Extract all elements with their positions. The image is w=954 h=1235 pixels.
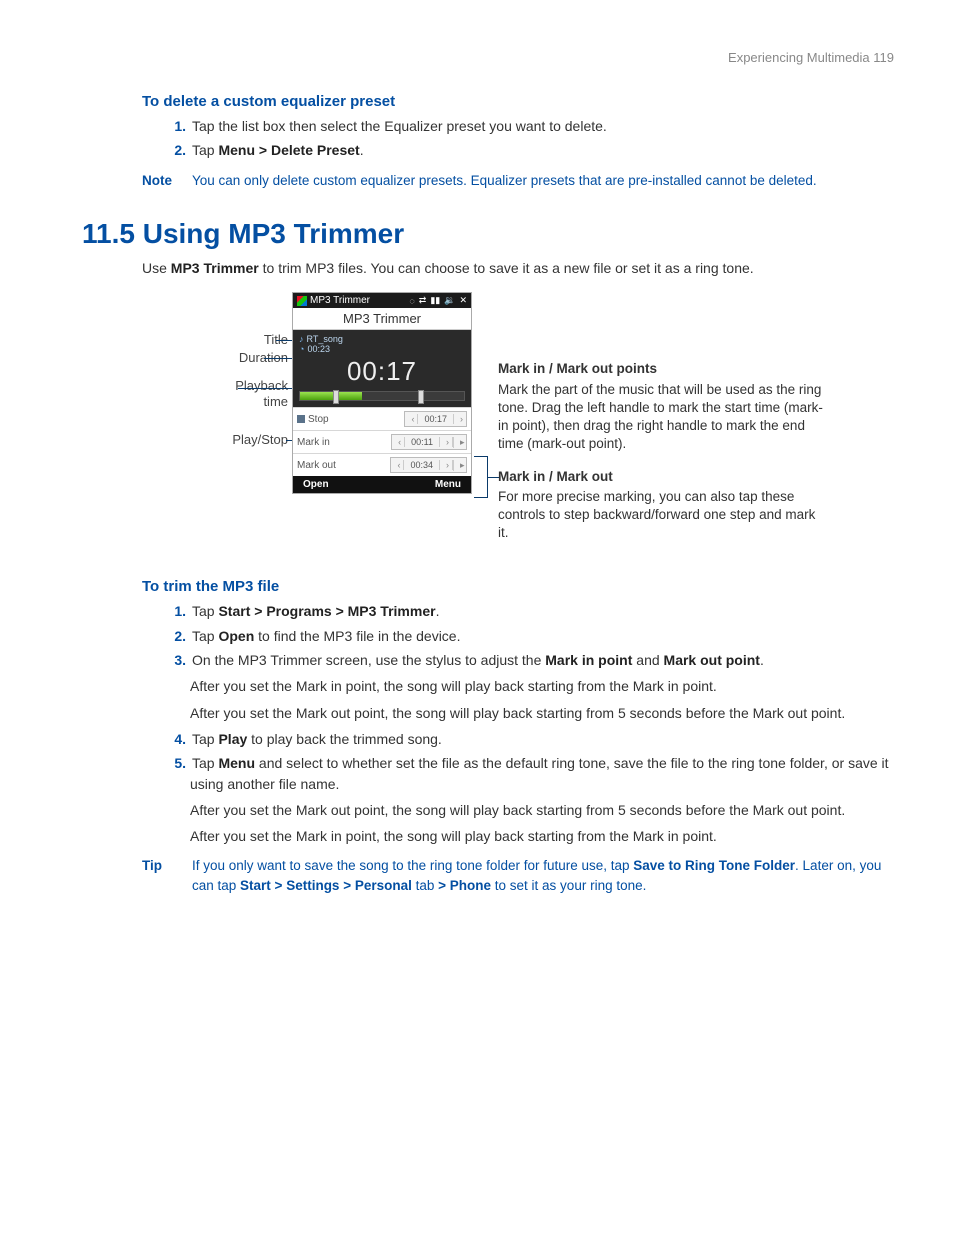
step-number: 3.: [166, 650, 186, 670]
headphones-icon: ◌: [409, 296, 414, 306]
playback-time: 00:17: [299, 356, 465, 387]
annot-body: Mark the part of the music that will be …: [498, 381, 828, 454]
chevron-right-icon[interactable]: ›: [439, 460, 453, 470]
step-text: Tap Open to find the MP3 file in the dev…: [192, 628, 460, 644]
list-item: 2.Tap Menu > Delete Preset.: [190, 140, 894, 160]
step-text: Tap Play to play back the trimmed song.: [192, 731, 442, 747]
annot-title: Mark in / Mark out: [498, 468, 828, 486]
phone-screenshot: MP3 Trimmer ◌ ⇄ ▮▮ 🔉 ✕ MP3 Trimmer ♪RT_s…: [292, 292, 472, 494]
annot-markcontrols: Mark in / Mark out For more precise mark…: [498, 468, 828, 543]
list-item: 5.Tap Menu and select to whether set the…: [190, 753, 894, 794]
step-text: On the MP3 Trimmer screen, use the stylu…: [192, 652, 764, 668]
step-number: 2.: [166, 626, 186, 646]
delete-preset-heading: To delete a custom equalizer preset: [142, 93, 894, 110]
figure: Title Duration Playback time Play/Stop M…: [82, 292, 894, 556]
list-item: 2.Tap Open to find the MP3 file in the d…: [190, 626, 894, 646]
mark-out-handle[interactable]: [418, 390, 424, 404]
sync-icon: ⇄: [419, 295, 427, 306]
soft-key-bar: Open Menu: [293, 476, 471, 493]
markin-time: 00:11: [405, 437, 439, 447]
markout-time: 00:34: [404, 460, 439, 470]
set-mark-icon[interactable]: ▸: [453, 460, 466, 471]
note-label: Note: [142, 171, 184, 191]
annot-markpoints: Mark in / Mark out points Mark the part …: [498, 360, 828, 453]
chevron-left-icon[interactable]: ‹: [391, 460, 404, 470]
step-number: 5.: [166, 753, 186, 773]
callout-playback: Playback: [235, 378, 288, 393]
playstop-row: Stop ‹00:17›: [293, 407, 471, 430]
step-text: Tap Menu > Delete Preset.: [192, 142, 364, 158]
callout-time: time: [263, 394, 288, 409]
note-row: Note You can only delete custom equalize…: [142, 171, 894, 191]
step-number: 1.: [166, 116, 186, 136]
clock-icon: ◔: [299, 344, 304, 354]
start-flag-icon: [297, 296, 307, 306]
list-item: 1.Tap the list box then select the Equal…: [190, 116, 894, 136]
list-item: 1.Tap Start > Programs > MP3 Trimmer.: [190, 601, 894, 621]
seek-fill: [300, 392, 362, 400]
step-number: 2.: [166, 140, 186, 160]
step-number: 1.: [166, 601, 186, 621]
left-callouts: Title Duration Playback time Play/Stop: [82, 292, 292, 522]
status-bar: MP3 Trimmer ◌ ⇄ ▮▮ 🔉 ✕: [293, 293, 471, 308]
tip-text: If you only want to save the song to the…: [192, 856, 894, 895]
step-subtext: After you set the Mark out point, the so…: [190, 800, 894, 820]
markin-chip[interactable]: ‹00:11›▸: [391, 434, 467, 450]
seek-bar[interactable]: [299, 391, 465, 401]
markin-row: Mark in ‹00:11›▸: [293, 430, 471, 453]
markout-label: Mark out: [297, 460, 336, 471]
chevron-left-icon[interactable]: ‹: [405, 414, 418, 424]
duration-row: ◔00:23: [299, 344, 465, 354]
step-text: Tap the list box then select the Equaliz…: [192, 118, 607, 134]
section-title: 11.5 Using MP3 Trimmer: [82, 218, 894, 250]
list-item: 3.On the MP3 Trimmer screen, use the sty…: [190, 650, 894, 723]
chevron-right-icon[interactable]: ›: [453, 414, 466, 424]
step-subtext: After you set the Mark out point, the so…: [190, 703, 894, 723]
markout-chip[interactable]: ‹00:34›▸: [390, 457, 467, 473]
step-text: Tap Menu and select to whether set the f…: [190, 755, 889, 791]
time-value: 00:17: [418, 414, 453, 424]
chevron-right-icon[interactable]: ›: [439, 437, 453, 447]
list-item: 4.Tap Play to play back the trimmed song…: [190, 729, 894, 749]
chevron-left-icon[interactable]: ‹: [392, 437, 405, 447]
phone-wrap: MP3 Trimmer ◌ ⇄ ▮▮ 🔉 ✕ MP3 Trimmer ♪RT_s…: [292, 292, 472, 494]
volume-icon: 🔉: [444, 295, 455, 306]
step-number: 4.: [166, 729, 186, 749]
markout-row: Mark out ‹00:34›▸: [293, 453, 471, 476]
section-intro: Use MP3 Trimmer to trim MP3 files. You c…: [142, 258, 894, 278]
status-app-name: MP3 Trimmer: [310, 295, 370, 306]
app-title: MP3 Trimmer: [293, 308, 471, 330]
bracket-connector: [474, 456, 488, 498]
signal-icon: ▮▮: [430, 295, 440, 306]
set-mark-icon[interactable]: ▸: [453, 437, 466, 448]
trim-steps: 1.Tap Start > Programs > MP3 Trimmer. 2.T…: [190, 601, 894, 793]
stop-label: Stop: [308, 414, 329, 425]
delete-preset-steps: 1.Tap the list box then select the Equal…: [190, 116, 894, 161]
softkey-open[interactable]: Open: [303, 479, 329, 490]
step-subtext: After you set the Mark in point, the son…: [190, 826, 894, 846]
markin-label: Mark in: [297, 437, 330, 448]
mark-in-handle[interactable]: [333, 390, 339, 404]
time-chip[interactable]: ‹00:17›: [404, 411, 467, 427]
music-note-icon: ♪: [299, 334, 304, 344]
stop-icon[interactable]: [297, 415, 305, 423]
note-text: You can only delete custom equalizer pre…: [192, 171, 817, 191]
tip-row: Tip If you only want to save the song to…: [142, 856, 894, 895]
callout-playstop: Play/Stop: [232, 432, 288, 447]
step-subtext: After you set the Mark in point, the son…: [190, 676, 894, 696]
trim-heading: To trim the MP3 file: [142, 578, 894, 595]
tip-label: Tip: [142, 856, 184, 895]
annot-title: Mark in / Mark out points: [498, 360, 828, 378]
lcd-panel: ♪RT_song ◔00:23 00:17: [293, 330, 471, 407]
close-icon: ✕: [459, 295, 467, 306]
softkey-menu[interactable]: Menu: [435, 479, 461, 490]
step-text: Tap Start > Programs > MP3 Trimmer.: [192, 603, 439, 619]
song-row: ♪RT_song: [299, 334, 465, 344]
right-callouts: Mark in / Mark out points Mark the part …: [498, 360, 828, 556]
running-head: Experiencing Multimedia 119: [82, 50, 894, 65]
annot-body: For more precise marking, you can also t…: [498, 488, 828, 543]
